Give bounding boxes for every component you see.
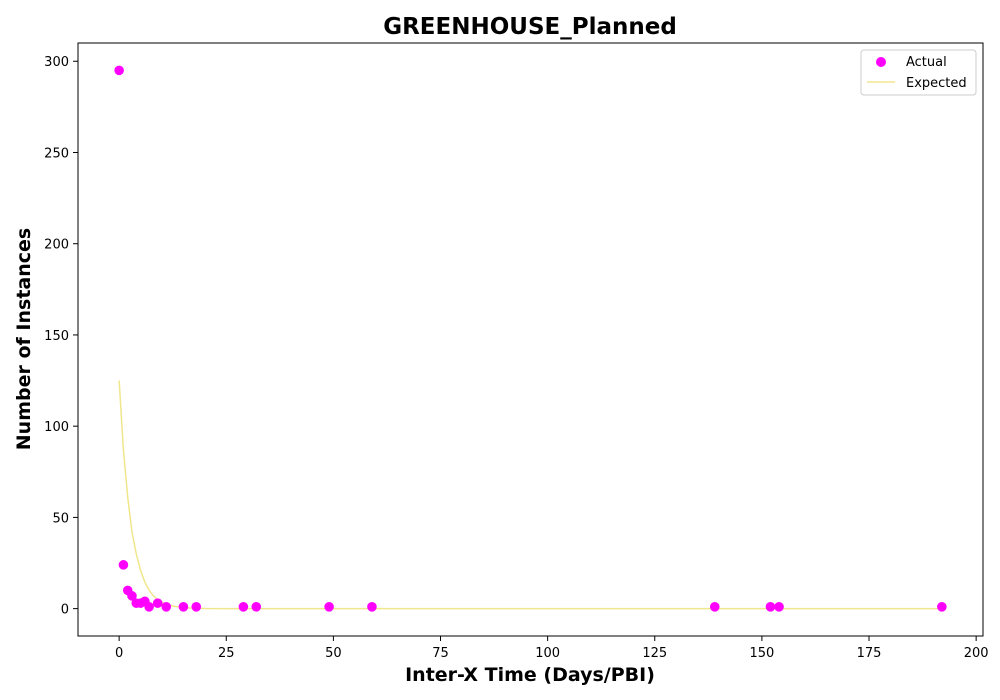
y-tick-label: 50 [52, 511, 69, 526]
x-tick-label: 125 [642, 646, 667, 661]
actual-point [238, 602, 249, 612]
legend-expected-label: Expected [906, 76, 967, 91]
plot-frame [77, 42, 984, 637]
x-tick-label: 200 [964, 646, 989, 661]
actual-point [251, 602, 262, 612]
actual-point [152, 598, 163, 608]
x-tick-label: 25 [218, 646, 235, 661]
x-tick-label: 100 [535, 646, 560, 661]
y-tick-label: 100 [44, 420, 69, 435]
legend: Actual Expected [860, 49, 977, 96]
x-tick-label: 175 [857, 646, 882, 661]
chart-title: GREENHOUSE_Planned [383, 14, 677, 40]
plot-area [78, 43, 983, 636]
actual-point [765, 602, 776, 612]
actual-point [774, 602, 784, 612]
y-axis-label: Number of Instances [13, 228, 35, 450]
y-tick-label: 200 [44, 238, 69, 253]
x-axis: 0 25 50 75 100 125 150 175 200 [115, 636, 989, 661]
legend-box [860, 49, 977, 96]
x-tick-label: 0 [115, 646, 123, 661]
actual-point [191, 602, 202, 612]
actual-point [127, 591, 137, 601]
x-tick-label: 150 [749, 646, 774, 661]
actual-point [144, 602, 154, 612]
y-axis: 0 50 100 150 200 250 300 [44, 55, 78, 618]
x-tick-label: 75 [432, 646, 449, 661]
actual-point [709, 602, 720, 612]
actual-point [937, 602, 947, 612]
actual-point [118, 560, 129, 570]
actual-point [367, 602, 377, 612]
y-tick-label: 0 [61, 603, 69, 618]
actual-point [161, 602, 172, 612]
y-tick-label: 150 [44, 329, 69, 344]
legend-actual-marker [876, 57, 886, 67]
y-tick-label: 300 [44, 55, 69, 70]
actual-point [324, 602, 334, 612]
actual-series [114, 65, 947, 612]
actual-point [114, 65, 124, 76]
actual-point [178, 602, 189, 612]
y-tick-label: 250 [44, 146, 69, 161]
x-axis-label: Inter-X Time (Days/PBI) [405, 664, 655, 686]
x-tick-label: 50 [325, 646, 342, 661]
legend-actual-label: Actual [906, 55, 947, 70]
